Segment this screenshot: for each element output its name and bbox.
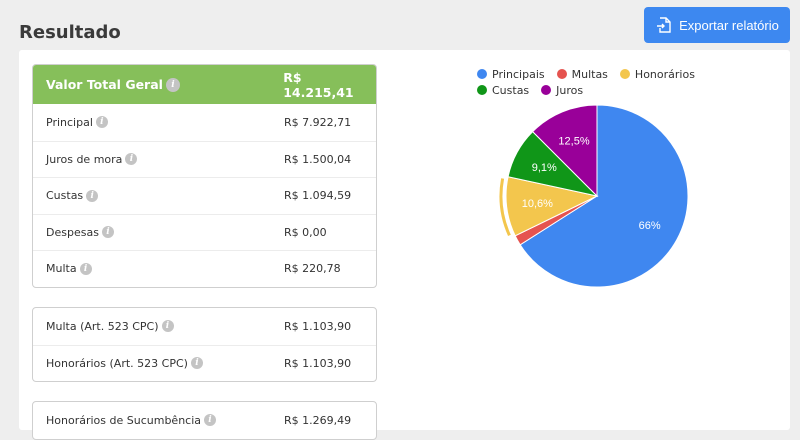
info-icon[interactable]: i	[101, 226, 114, 239]
summary-card: Valor Total Geral i R$ 14.215,41 Principa…	[32, 64, 377, 288]
legend-label: Custas	[492, 83, 530, 97]
info-icon[interactable]: i	[161, 320, 174, 333]
art523-card: Multa (Art. 523 CPC) i R$ 1.103,90 Honorári…	[32, 307, 377, 382]
legend-swatch	[556, 69, 567, 79]
row-label: Multa	[46, 262, 77, 276]
row-value: R$ 1.103,90	[284, 356, 352, 370]
row-value: R$ 0,00	[284, 225, 327, 239]
legend-label: Honorários	[634, 67, 695, 81]
table-row: Despesas i R$ 0,00	[33, 213, 376, 251]
file-export-icon	[657, 17, 671, 33]
pie-data-label: 10,6%	[522, 198, 553, 210]
pie-slice-principais[interactable]	[519, 104, 689, 288]
legend-label: Principais	[492, 67, 545, 81]
pie-data-label: 12,5%	[558, 136, 589, 148]
info-icon[interactable]: i	[165, 77, 180, 92]
total-value: R$ 14.215,41	[283, 69, 354, 100]
row-value: R$ 7.922,71	[284, 115, 352, 129]
page-title: Resultado	[19, 22, 121, 43]
pie-chart: 66% 10,6% 9,1% 12,5%	[499, 104, 689, 288]
pie-data-label: 66%	[639, 220, 661, 232]
legend-item[interactable]: Principais	[477, 66, 545, 82]
row-label: Despesas	[46, 225, 99, 239]
table-row: Juros de mora i R$ 1.500,04	[33, 140, 376, 178]
legend-swatch	[477, 85, 487, 95]
table-row: Multa i R$ 220,78	[33, 250, 376, 287]
legend-item[interactable]: Multas	[556, 66, 608, 82]
row-value: R$ 1.094,59	[284, 189, 352, 203]
legend-item[interactable]: Honorários	[619, 66, 695, 82]
legend-label: Juros	[556, 83, 584, 97]
export-report-button[interactable]: Exportar relatório	[644, 7, 790, 43]
row-label: Honorários (Art. 523 CPC)	[46, 356, 188, 370]
row-value: R$ 1.500,04	[284, 152, 352, 166]
info-icon[interactable]: i	[79, 262, 92, 275]
row-label: Juros de mora	[46, 152, 123, 166]
info-icon[interactable]: i	[190, 357, 203, 370]
table-row: Principal i R$ 7.922,71	[33, 104, 376, 141]
pie-data-label: 9,1%	[532, 162, 557, 174]
row-value: R$ 220,78	[284, 262, 341, 276]
row-label: Custas	[46, 189, 84, 203]
info-icon[interactable]: i	[125, 153, 138, 166]
row-value: R$ 1.103,90	[284, 319, 352, 333]
pie-slice-juros[interactable]	[531, 104, 598, 198]
legend-swatch	[477, 69, 487, 79]
table-row: Honorários (Art. 523 CPC) i R$ 1.103,90	[33, 344, 376, 382]
chart-legend: Principais Multas Honorários Custas Juros	[477, 66, 737, 98]
table-row: Custas i R$ 1.094,59	[33, 177, 376, 214]
row-label: Multa (Art. 523 CPC)	[46, 319, 159, 333]
info-icon[interactable]: i	[95, 116, 108, 129]
legend-item[interactable]: Custas	[477, 82, 529, 98]
total-row: Valor Total Geral i R$ 14.215,41	[33, 65, 376, 104]
legend-swatch	[619, 69, 630, 79]
export-report-label: Exportar relatório	[679, 17, 779, 33]
legend-label: Multas	[571, 67, 608, 81]
row-label: Principal	[46, 115, 93, 129]
table-row: Multa (Art. 523 CPC) i R$ 1.103,90	[33, 308, 376, 345]
info-icon[interactable]: i	[86, 189, 99, 202]
pie-highlight-ring	[499, 178, 511, 236]
total-label: Valor Total Geral	[46, 77, 163, 92]
legend-swatch	[541, 85, 552, 95]
legend-item[interactable]: Juros	[541, 82, 583, 98]
